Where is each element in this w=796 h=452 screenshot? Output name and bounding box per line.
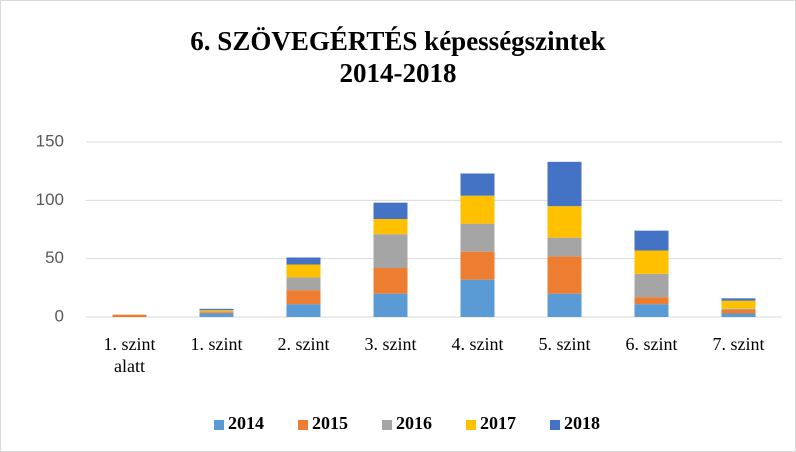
bar-segment: [721, 310, 756, 314]
legend-label: 2017: [480, 413, 516, 433]
x-tick-label: 7. szint: [712, 334, 765, 354]
bar-segment: [199, 310, 234, 312]
bar-segment: [199, 308, 234, 310]
y-tick-label: 50: [45, 248, 64, 267]
bar-segment: [373, 268, 408, 294]
x-tick-label: 2. szint: [277, 334, 330, 354]
bar-segment: [547, 161, 582, 207]
bar-segment: [460, 279, 495, 317]
bar-segment: [373, 293, 408, 317]
legend-swatch: [298, 420, 308, 430]
x-tick-label: 6. szint: [625, 334, 678, 354]
bar-segment: [634, 304, 669, 317]
legend-swatch: [214, 420, 224, 430]
bar-segment: [460, 223, 495, 252]
bar-segment: [373, 219, 408, 235]
bar-segment: [373, 202, 408, 219]
chart-subtitle: 2014-2018: [340, 58, 457, 88]
bar-segment: [634, 273, 669, 298]
y-tick-label: 100: [36, 190, 64, 209]
bar-segment: [721, 300, 756, 309]
x-tick-label: 5. szint: [538, 334, 591, 354]
bar-segment: [112, 314, 147, 317]
x-tick-label: 1. szint: [190, 334, 243, 354]
legend-label: 2015: [312, 413, 348, 433]
bar-segment: [721, 298, 756, 301]
bar-segment: [286, 304, 321, 317]
y-tick-label: 0: [55, 306, 64, 325]
bar-segment: [199, 311, 234, 313]
bar-segment: [199, 313, 234, 317]
legend-label: 2018: [564, 413, 600, 433]
legend-label: 2014: [228, 413, 264, 433]
chart-title: 6. SZÖVEGÉRTÉS képességszintek: [190, 26, 605, 56]
bar-segment: [286, 290, 321, 305]
bar-segment: [199, 312, 234, 314]
x-tick-label: 1. szint alatt: [103, 334, 156, 376]
legend-swatch: [466, 420, 476, 430]
y-tick-label: 150: [36, 131, 64, 150]
bar-segment: [634, 250, 669, 274]
legend-swatch: [382, 420, 392, 430]
bar-segment: [547, 237, 582, 257]
bar-segment: [721, 313, 756, 317]
legend-label: 2016: [396, 413, 432, 433]
bar-segment: [547, 293, 582, 317]
x-tick-label: 4. szint: [451, 334, 504, 354]
legend-swatch: [550, 420, 560, 430]
bar-segment: [373, 234, 408, 268]
bar-segment: [460, 173, 495, 196]
bar-segment: [634, 297, 669, 305]
bar-segment: [547, 206, 582, 238]
bar-segment: [286, 257, 321, 265]
bar-segment: [460, 251, 495, 280]
bar-segment: [286, 264, 321, 278]
bar-segment: [286, 277, 321, 291]
bar-segment: [547, 256, 582, 294]
x-tick-label: 3. szint: [364, 334, 417, 354]
bar-segment: [634, 230, 669, 251]
bar-segment: [721, 308, 756, 310]
bar-segment: [460, 195, 495, 224]
